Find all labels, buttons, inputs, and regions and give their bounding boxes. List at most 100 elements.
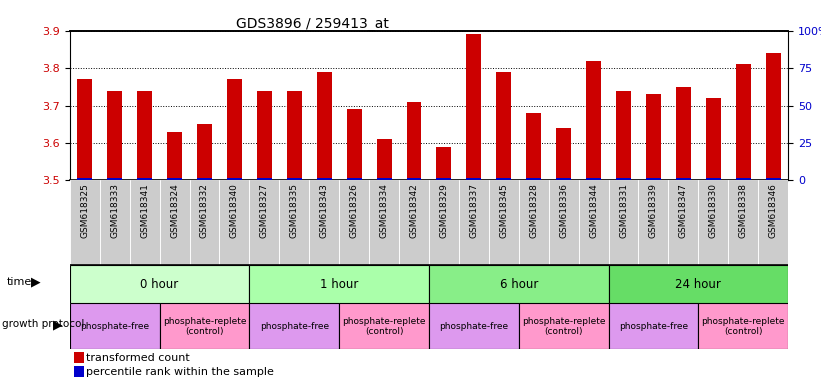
Text: GSM618343: GSM618343 — [319, 183, 328, 238]
Text: phosphate-replete
(control): phosphate-replete (control) — [163, 317, 246, 336]
Text: ▶: ▶ — [53, 318, 63, 331]
Bar — [346, 178, 361, 180]
Bar — [167, 178, 182, 180]
Bar — [519, 180, 548, 265]
Bar — [287, 178, 302, 180]
Text: 6 hour: 6 hour — [500, 278, 538, 291]
Bar — [70, 180, 99, 265]
Bar — [466, 178, 481, 180]
Text: GSM618330: GSM618330 — [709, 183, 718, 238]
Bar — [77, 178, 92, 180]
Text: GSM618333: GSM618333 — [110, 183, 119, 238]
Bar — [167, 132, 182, 180]
Bar — [548, 180, 579, 265]
Text: transformed count: transformed count — [86, 353, 190, 362]
Bar — [497, 178, 511, 180]
Bar — [699, 180, 728, 265]
Bar — [137, 178, 152, 180]
Bar — [99, 180, 130, 265]
Bar — [519, 303, 608, 349]
Bar — [377, 178, 392, 180]
Text: phosphate-free: phosphate-free — [80, 322, 149, 331]
Text: GSM618327: GSM618327 — [259, 183, 268, 238]
Bar — [287, 91, 302, 180]
Bar — [759, 180, 788, 265]
Bar — [310, 180, 339, 265]
Bar — [488, 180, 519, 265]
Bar — [736, 178, 750, 180]
Bar — [437, 178, 452, 180]
Bar — [766, 53, 781, 180]
Text: GSM618325: GSM618325 — [80, 183, 89, 238]
Bar — [406, 102, 421, 180]
Text: GSM618332: GSM618332 — [200, 183, 209, 238]
Bar — [257, 178, 272, 180]
Bar — [736, 65, 750, 180]
Bar — [197, 178, 212, 180]
Bar — [586, 178, 601, 180]
Bar — [406, 178, 421, 180]
Text: 24 hour: 24 hour — [676, 278, 722, 291]
Bar — [616, 178, 631, 180]
Text: growth protocol: growth protocol — [2, 319, 84, 329]
Bar — [227, 79, 242, 180]
Bar — [728, 180, 759, 265]
Bar — [579, 180, 608, 265]
Bar — [317, 72, 332, 180]
Bar — [556, 178, 571, 180]
Text: percentile rank within the sample: percentile rank within the sample — [86, 367, 274, 377]
Bar — [159, 303, 250, 349]
Bar — [250, 265, 429, 303]
Bar — [668, 180, 699, 265]
Bar — [250, 303, 339, 349]
Text: GSM618347: GSM618347 — [679, 183, 688, 238]
Bar — [646, 94, 661, 180]
Bar — [608, 180, 639, 265]
Text: phosphate-replete
(control): phosphate-replete (control) — [342, 317, 426, 336]
Bar — [130, 180, 159, 265]
Text: GSM618326: GSM618326 — [350, 183, 359, 238]
Bar — [227, 178, 242, 180]
Text: GSM618329: GSM618329 — [439, 183, 448, 238]
Text: GDS3896 / 259413_at: GDS3896 / 259413_at — [236, 17, 388, 31]
Bar — [459, 180, 488, 265]
Text: GSM618346: GSM618346 — [768, 183, 777, 238]
Bar — [429, 265, 608, 303]
Bar — [250, 180, 279, 265]
Bar — [466, 35, 481, 180]
Bar — [339, 180, 369, 265]
Text: GSM618328: GSM618328 — [530, 183, 539, 238]
Bar — [526, 113, 541, 180]
Bar — [137, 91, 152, 180]
Bar — [586, 61, 601, 180]
Bar — [77, 79, 92, 180]
Bar — [108, 91, 122, 180]
Bar — [346, 109, 361, 180]
Text: GSM618334: GSM618334 — [379, 183, 388, 238]
Bar — [429, 180, 459, 265]
Text: phosphate-free: phosphate-free — [439, 322, 508, 331]
Bar — [437, 147, 452, 180]
Text: GSM618341: GSM618341 — [140, 183, 149, 238]
Bar — [399, 180, 429, 265]
Text: phosphate-free: phosphate-free — [259, 322, 329, 331]
Bar — [706, 98, 721, 180]
Text: GSM618339: GSM618339 — [649, 183, 658, 238]
Bar — [526, 178, 541, 180]
Bar — [197, 124, 212, 180]
Bar — [608, 303, 699, 349]
Text: GSM618338: GSM618338 — [739, 183, 748, 238]
Bar — [70, 265, 250, 303]
Text: 0 hour: 0 hour — [140, 278, 179, 291]
Text: phosphate-replete
(control): phosphate-replete (control) — [522, 317, 605, 336]
Bar — [219, 180, 250, 265]
Text: time: time — [7, 277, 32, 287]
Bar — [766, 178, 781, 180]
Bar — [706, 178, 721, 180]
Bar — [190, 180, 219, 265]
Bar — [676, 178, 691, 180]
Text: GSM618335: GSM618335 — [290, 183, 299, 238]
Text: GSM618345: GSM618345 — [499, 183, 508, 238]
Text: GSM618331: GSM618331 — [619, 183, 628, 238]
Bar — [556, 128, 571, 180]
